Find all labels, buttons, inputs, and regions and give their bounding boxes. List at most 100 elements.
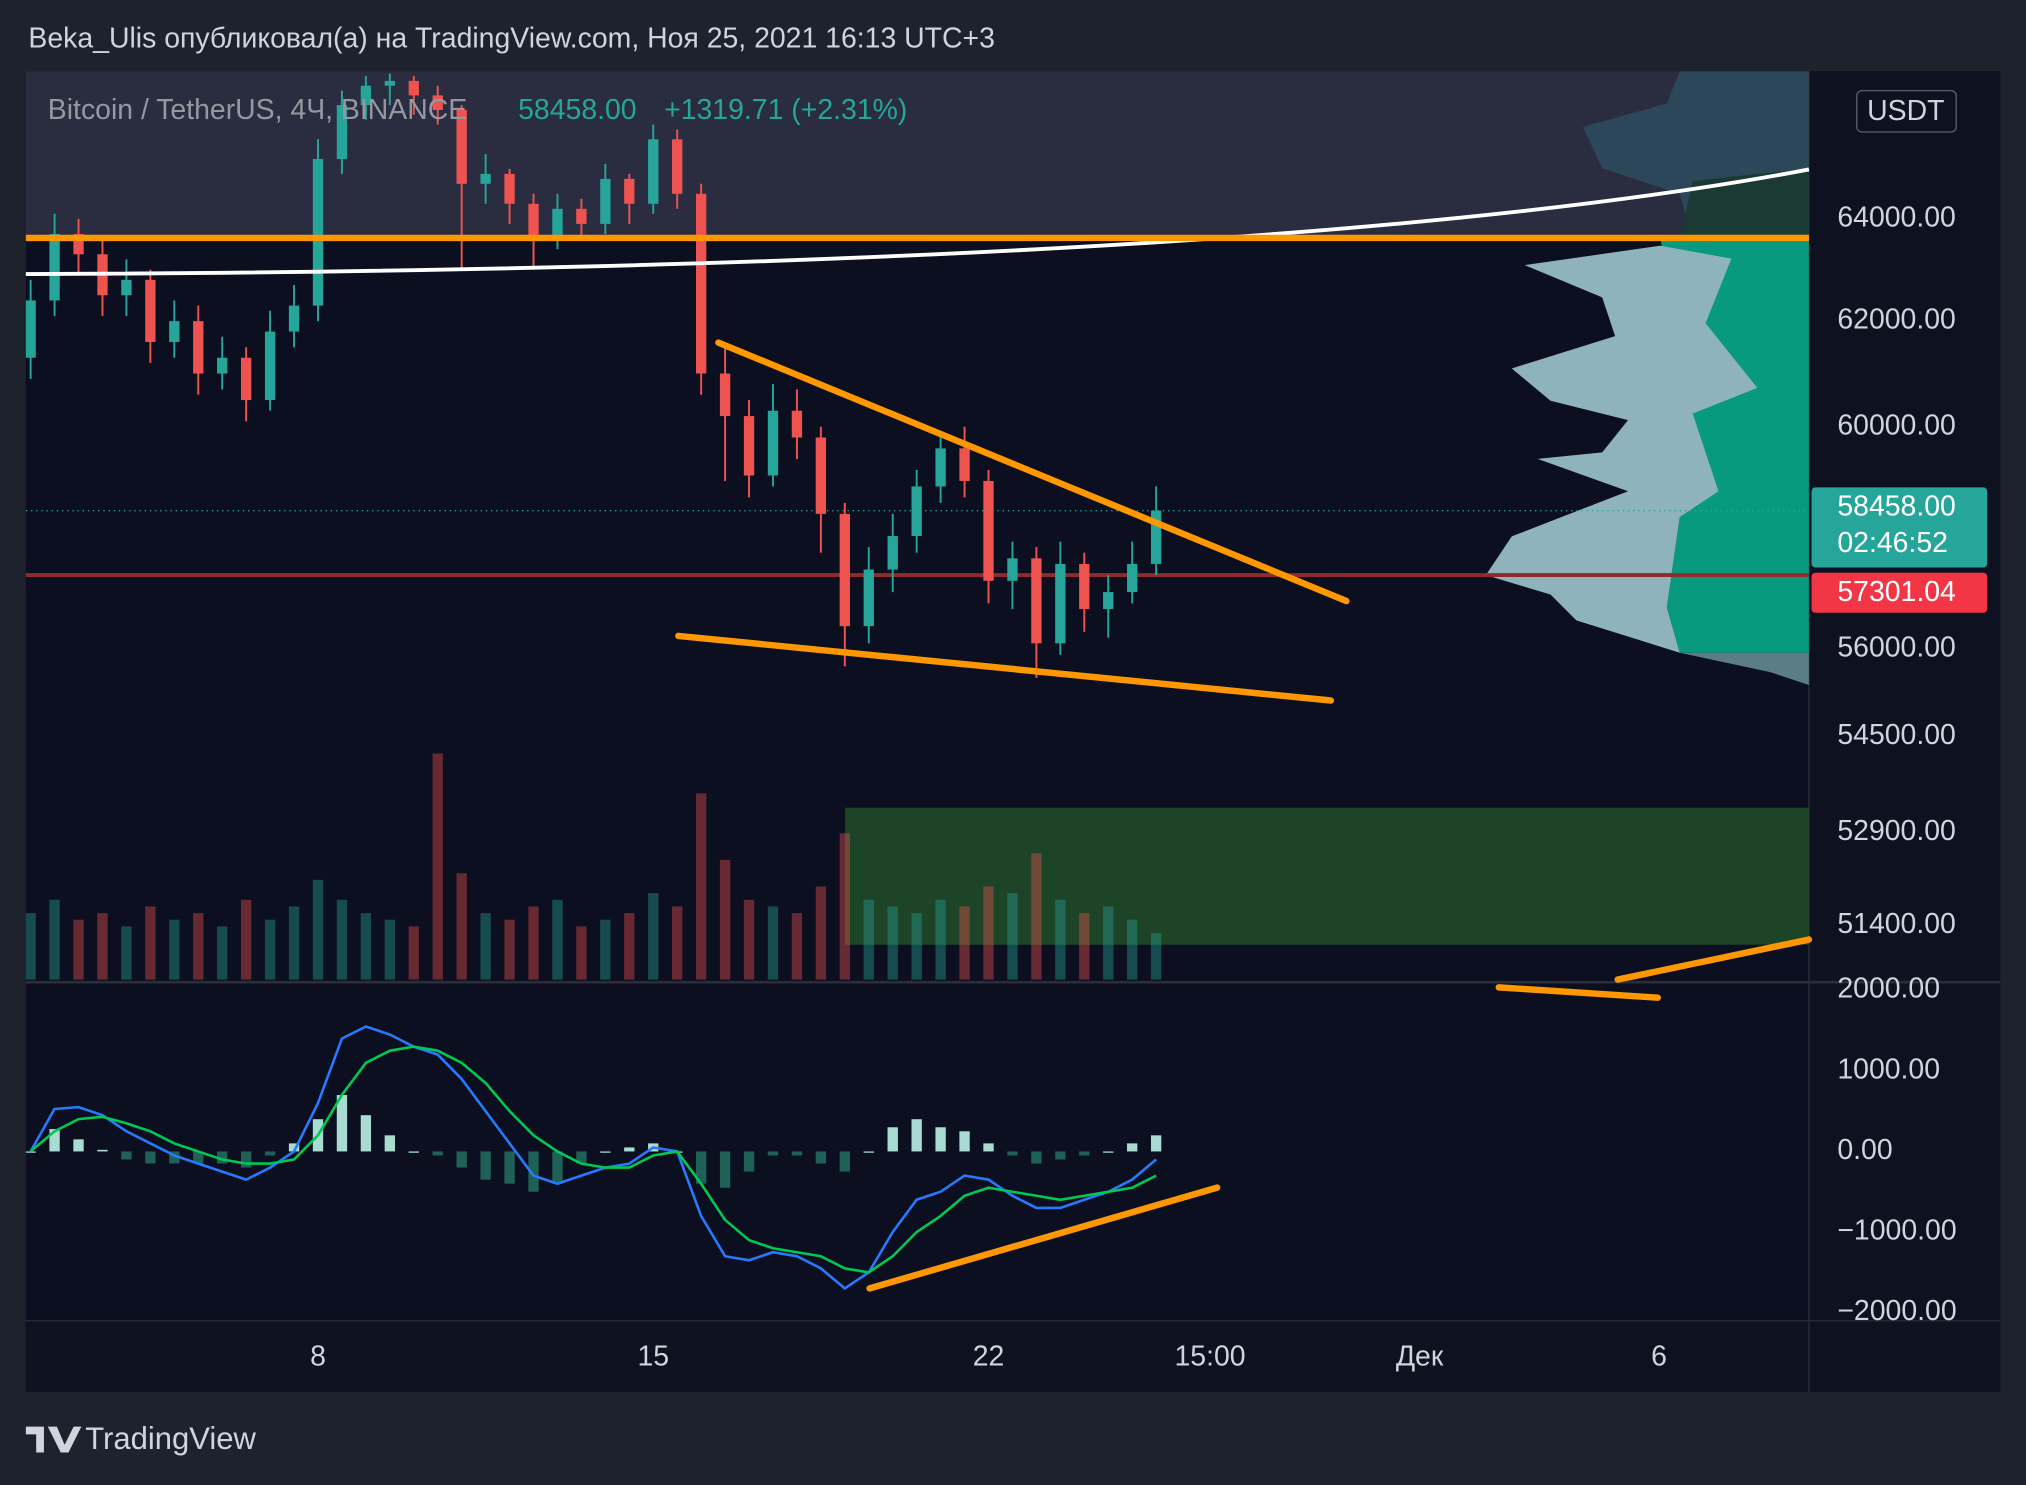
histogram-bar <box>935 1127 946 1152</box>
histogram-bar <box>432 1151 443 1156</box>
volume-bar <box>1103 906 1114 980</box>
volume-bar <box>815 886 827 980</box>
trend-line <box>1614 936 1813 983</box>
volume-bar <box>1007 893 1018 980</box>
currency[interactable]: USDT <box>1867 95 1944 127</box>
x-tick-label: 22 <box>973 1341 1005 1373</box>
candle-body <box>288 305 300 332</box>
volume-bar <box>432 753 443 980</box>
candle-body <box>336 105 348 160</box>
candle-body <box>1007 558 1018 581</box>
y2-tick-label: −2000.00 <box>1837 1295 1956 1327</box>
y2-tick-label: 1000.00 <box>1837 1053 1940 1085</box>
currency-button[interactable] <box>1856 89 1957 133</box>
alert-price-box <box>1811 572 1988 613</box>
histogram-bar <box>552 1151 563 1184</box>
histogram-bar <box>600 1151 611 1153</box>
trend-line <box>1495 984 1661 1001</box>
volume-bar <box>336 899 348 980</box>
volume-bar <box>528 906 539 980</box>
macd-line <box>29 1025 1157 1291</box>
y2-tick-label: 2000.00 <box>1837 973 1940 1005</box>
histogram-bar <box>193 1151 204 1164</box>
volume-bar <box>935 899 946 980</box>
volume-bar <box>959 906 970 980</box>
candle-body <box>1055 563 1066 644</box>
price-pane <box>25 73 1809 980</box>
candle-body <box>935 448 946 487</box>
candle-body <box>384 80 396 86</box>
x-tick-label: 15 <box>637 1341 669 1373</box>
histogram-bar <box>25 1151 36 1153</box>
y2-tick-label: 0.00 <box>1837 1134 1892 1166</box>
histogram-bar <box>480 1151 491 1180</box>
volume-bar <box>695 793 707 980</box>
candle-body <box>432 95 443 110</box>
volume-bar <box>1031 853 1042 980</box>
histogram-bar <box>217 1151 228 1164</box>
last-price-label: 58458.00 <box>1837 491 1955 523</box>
volume-bar <box>1079 913 1090 980</box>
trend-line <box>715 339 1350 605</box>
x-tick-label: 15:00 <box>1174 1341 1245 1373</box>
candle-body <box>360 85 372 106</box>
x-tick-label: 8 <box>310 1341 326 1373</box>
histogram-bar <box>1127 1143 1138 1152</box>
y-tick-label: 62000.00 <box>1837 304 1955 336</box>
candle-body <box>1103 592 1114 610</box>
candle-body <box>1031 558 1042 644</box>
histogram-bar <box>815 1151 827 1164</box>
zone-rectangle <box>845 807 1809 945</box>
volume-bar <box>456 873 467 980</box>
volume-bar <box>911 913 922 980</box>
x-tick-label: Дек <box>1396 1341 1444 1373</box>
volume-bar <box>863 899 874 980</box>
volume-bar <box>983 886 994 980</box>
histogram-bar <box>121 1151 132 1160</box>
volume-bar <box>73 919 84 980</box>
volume-bar <box>743 899 755 980</box>
volume-bar <box>839 833 850 980</box>
candle-body <box>552 208 563 240</box>
volume-bar <box>193 913 204 980</box>
histogram-bar <box>49 1129 60 1152</box>
candle-body <box>121 279 132 296</box>
y2-tick-label: −1000.00 <box>1837 1215 1956 1247</box>
candle-body <box>600 178 611 224</box>
y-tick-label: 51400.00 <box>1837 908 1955 940</box>
histogram-bar <box>169 1151 180 1164</box>
histogram-bar <box>959 1131 970 1152</box>
volume-bar <box>408 926 419 980</box>
trend-line <box>675 632 1335 704</box>
candle-body <box>504 173 515 204</box>
histogram-bar <box>743 1151 755 1172</box>
histogram-bar <box>1103 1151 1114 1153</box>
curve <box>25 167 1810 277</box>
histogram-bar <box>408 1151 419 1153</box>
histogram-bar <box>624 1147 635 1152</box>
countdown: 02:46:52 <box>1837 527 1948 559</box>
profile-tail <box>1679 652 1809 686</box>
time-axis <box>25 1320 2001 1392</box>
volume-bar <box>121 926 132 980</box>
y-tick-label: 60000.00 <box>1837 409 1955 441</box>
brand-name: TradingView <box>85 1421 256 1456</box>
candle-body <box>312 159 324 306</box>
volume-bar <box>480 913 491 980</box>
logo <box>25 1426 82 1453</box>
candle-body <box>767 410 779 476</box>
price-axis <box>1808 71 2001 1392</box>
volume-bar <box>264 919 276 980</box>
candle-body <box>73 233 84 255</box>
x-tick-label: 6 <box>1651 1341 1667 1373</box>
candle-body <box>887 536 898 570</box>
price-change: +1319.71 (+2.31%) <box>664 94 907 126</box>
volume-bar <box>767 906 779 980</box>
histogram-bar <box>97 1149 108 1152</box>
candle-body <box>743 416 755 476</box>
y-tick-label: 54500.00 <box>1837 719 1955 751</box>
brand: TradingView <box>25 1421 256 1456</box>
volume-bar <box>504 919 515 980</box>
volume-bar <box>791 913 803 980</box>
